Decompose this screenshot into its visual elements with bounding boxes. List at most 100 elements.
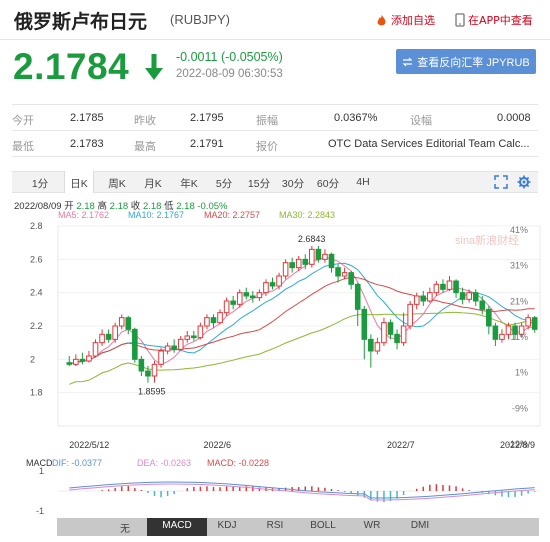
candle-body <box>525 317 531 327</box>
reverse-rate-button[interactable]: 查看反向汇率 JPYRUB <box>396 49 536 74</box>
tab-dmi[interactable]: DMI <box>410 520 430 531</box>
candle-body <box>79 358 86 362</box>
macd-chart: 1 -1 <box>36 466 540 516</box>
candle-body <box>309 248 315 265</box>
tab-kdj[interactable]: KDJ <box>217 520 237 531</box>
symbol-code: (RUBJPY) <box>170 12 230 27</box>
info-open: 2.18 <box>76 201 95 212</box>
candle-body <box>361 308 368 340</box>
low-annotation: 1.8595 <box>138 387 166 397</box>
settings-icon[interactable] <box>517 175 531 189</box>
phone-icon <box>455 13 465 27</box>
ma20-line <box>69 276 535 365</box>
candle-body <box>486 308 492 327</box>
candle-body <box>105 333 112 340</box>
candle-body <box>341 272 348 277</box>
macd-label: MACD <box>26 458 53 468</box>
y-tick-label: 2.8 <box>30 221 43 231</box>
y-tick-label: 2.4 <box>30 288 43 298</box>
candle-body <box>99 333 105 344</box>
candle-body <box>518 325 525 335</box>
candlestick-chart[interactable]: sina新浪财经 2.8 2.6 2.4 2.2 2 1.8 41% 31% 21% 11% 1%… <box>0 218 550 454</box>
macd-tick-1: 1 <box>39 466 44 476</box>
add-watchlist-button[interactable]: 添加自选 <box>375 12 435 28</box>
pct-tick-label: 41% <box>510 225 528 235</box>
pct-tick-label: 11% <box>511 332 528 342</box>
tab-weekly-k[interactable]: 周K <box>108 178 126 190</box>
info-high: 2.18 <box>109 201 129 212</box>
open-app-link[interactable]: 在APP中查看 <box>455 12 533 28</box>
x-tick-label: 2022/8/9 <box>500 440 535 450</box>
fullscreen-icon[interactable] <box>494 175 508 189</box>
stat-value: 0.0008 <box>497 112 531 124</box>
tab-daily-k[interactable]: 日K <box>64 171 94 193</box>
pct-tick-label: 1% <box>515 368 528 378</box>
price-change: -0.0011 (-0.0505%) <box>176 50 283 64</box>
x-tick-label: 2022/6 <box>204 440 232 450</box>
candle-body <box>492 325 499 340</box>
candle-body <box>420 295 427 302</box>
macd-value-legend: MACD: -0.0228 <box>207 458 270 468</box>
candle-body <box>479 300 486 310</box>
stat-label: 昨收 <box>134 115 156 127</box>
candle-body <box>407 303 413 327</box>
quote-time: 2022-08-09 06:30:53 <box>176 68 283 80</box>
pct-tick-label: 31% <box>510 261 528 271</box>
open-app-label: 在APP中查看 <box>468 14 533 27</box>
pct-tick-label: -19% <box>507 439 528 449</box>
candle-body <box>505 325 512 335</box>
candle-body <box>295 258 302 269</box>
header-bar: 俄罗斯卢布日元 (RUBJPY) 添加自选 在APP中查看 <box>0 0 550 40</box>
tab-wr[interactable]: WR <box>363 520 381 531</box>
dif-legend: DIF: -0.0377 <box>52 458 103 468</box>
ma10-legend: MA10: 2.1767 <box>128 210 185 220</box>
candle-body <box>236 292 243 305</box>
period-tabs: 1分 日K 周K 月K 年K 5分 15分 30分 60分 4H <box>12 171 538 193</box>
candle-body <box>177 338 184 350</box>
candle-body <box>210 317 217 324</box>
stats-row: 最低 2.1783 最高 2.1791 报价 OTC Data Services… <box>12 131 538 157</box>
candle-body <box>354 283 361 310</box>
candle-body <box>171 345 177 350</box>
stat-label: 报价 <box>256 141 278 153</box>
stat-value: 0.0367% <box>334 112 378 124</box>
tab-macd[interactable]: MACD <box>147 518 207 536</box>
candle-body <box>282 262 289 277</box>
stat-value: 2.1791 <box>190 138 224 150</box>
candle-body <box>512 325 518 335</box>
tab-boll[interactable]: BOLL <box>310 520 336 531</box>
ma10-line <box>69 262 535 365</box>
tab-monthly-k[interactable]: 月K <box>144 178 162 190</box>
candle-body <box>92 342 99 357</box>
ma20-legend: MA20: 2.2757 <box>204 210 261 220</box>
candle-body <box>184 335 191 340</box>
candle-body <box>335 267 341 277</box>
watermark: sina新浪财经 <box>455 233 519 247</box>
tab-30min[interactable]: 30分 <box>281 178 305 190</box>
candle-body <box>400 325 407 344</box>
tab-15min[interactable]: 15分 <box>247 178 271 190</box>
info-date: 2022/08/09 <box>14 201 62 212</box>
add-watchlist-label: 添加自选 <box>391 14 435 27</box>
tab-none[interactable]: 无 <box>120 524 130 535</box>
candle-body <box>151 363 158 377</box>
candle-body <box>315 248 322 260</box>
tab-5min[interactable]: 5分 <box>215 178 233 190</box>
date-axis: 2022/5/12 2022/6 2022/7 2022/8/9 <box>69 440 535 450</box>
tab-yearly-k[interactable]: 年K <box>180 178 198 190</box>
tab-rsi[interactable]: RSI <box>266 520 284 531</box>
candle-body <box>302 258 309 265</box>
stat-value: OTC Data Services Editorial Team Calc... <box>328 138 530 150</box>
macd-tick-neg1: -1 <box>36 506 44 516</box>
candle-body <box>433 283 440 294</box>
price-axis: 2.8 2.6 2.4 2.2 2 1.8 <box>30 221 43 398</box>
tab-60min[interactable]: 60分 <box>316 178 340 190</box>
candle-body <box>276 275 282 287</box>
candle-body <box>394 333 400 344</box>
stat-label: 振幅 <box>256 115 278 127</box>
tab-1min[interactable]: 1分 <box>31 178 49 190</box>
candle-body <box>73 358 79 365</box>
candle-body <box>531 317 538 330</box>
candle-body <box>459 292 466 300</box>
tab-4h[interactable]: 4H <box>356 176 370 188</box>
